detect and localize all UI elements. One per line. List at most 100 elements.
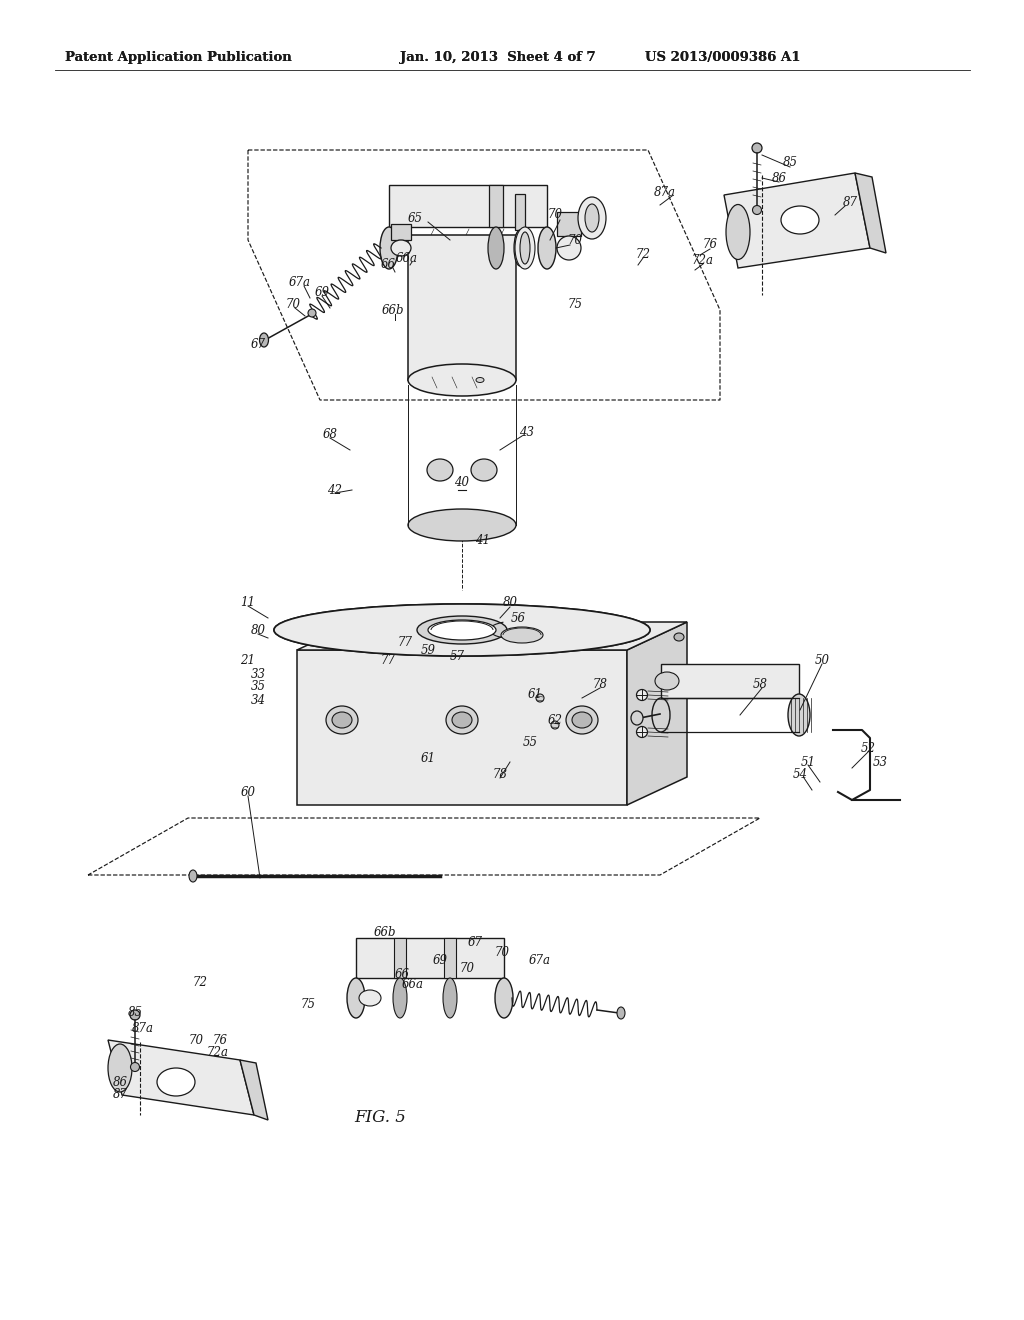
Polygon shape	[297, 622, 687, 649]
Text: 77: 77	[381, 653, 395, 667]
Ellipse shape	[380, 227, 398, 269]
Polygon shape	[240, 1060, 268, 1119]
Ellipse shape	[476, 378, 484, 383]
Text: 51: 51	[801, 755, 815, 768]
Ellipse shape	[274, 605, 650, 656]
Text: 85: 85	[782, 157, 798, 169]
Ellipse shape	[428, 620, 496, 640]
Ellipse shape	[655, 672, 679, 690]
Ellipse shape	[408, 364, 516, 396]
Ellipse shape	[520, 232, 530, 264]
Ellipse shape	[652, 698, 670, 733]
Ellipse shape	[557, 236, 581, 260]
Text: US 2013/0009386 A1: US 2013/0009386 A1	[645, 50, 801, 63]
Ellipse shape	[585, 205, 599, 232]
Ellipse shape	[130, 1010, 140, 1020]
Polygon shape	[855, 173, 886, 253]
Text: Patent Application Publication: Patent Application Publication	[65, 50, 292, 63]
Text: 56: 56	[511, 611, 525, 624]
Text: 70: 70	[495, 946, 510, 960]
Text: 53: 53	[872, 755, 888, 768]
Text: 72: 72	[193, 975, 208, 989]
Text: 76: 76	[213, 1034, 227, 1047]
Text: 69: 69	[432, 953, 447, 966]
Ellipse shape	[427, 459, 453, 480]
Text: 87a: 87a	[132, 1022, 154, 1035]
Ellipse shape	[108, 1044, 132, 1092]
Ellipse shape	[417, 616, 507, 644]
Text: 66a: 66a	[396, 252, 418, 264]
Ellipse shape	[408, 510, 516, 541]
Text: Patent Application Publication: Patent Application Publication	[65, 50, 292, 63]
Text: 61: 61	[527, 689, 543, 701]
Text: 67a: 67a	[289, 276, 311, 289]
Text: 72: 72	[636, 248, 650, 261]
Ellipse shape	[326, 706, 358, 734]
Ellipse shape	[157, 1068, 195, 1096]
Text: 58: 58	[753, 678, 768, 692]
Bar	[489, 185, 503, 227]
Ellipse shape	[259, 333, 268, 347]
Text: 65: 65	[408, 211, 423, 224]
Text: 42: 42	[328, 483, 342, 496]
Text: 80: 80	[251, 623, 265, 636]
Ellipse shape	[446, 706, 478, 734]
Ellipse shape	[417, 616, 507, 644]
Text: 21: 21	[241, 653, 256, 667]
Text: 57: 57	[450, 651, 465, 664]
Text: 75: 75	[300, 998, 315, 1011]
Text: 86: 86	[771, 172, 786, 185]
Text: 87: 87	[843, 195, 857, 209]
Text: 55: 55	[522, 737, 538, 750]
Text: 75: 75	[567, 298, 583, 312]
Text: Jan. 10, 2013  Sheet 4 of 7: Jan. 10, 2013 Sheet 4 of 7	[400, 50, 596, 63]
Ellipse shape	[752, 143, 762, 153]
Text: 66b: 66b	[382, 304, 404, 317]
Text: US 2013/0009386 A1: US 2013/0009386 A1	[645, 50, 801, 63]
Text: 86: 86	[113, 1076, 128, 1089]
Text: 87a: 87a	[654, 186, 676, 198]
Ellipse shape	[495, 978, 513, 1018]
Text: 76: 76	[702, 239, 718, 252]
Bar	[444, 939, 456, 978]
Text: 68: 68	[323, 429, 338, 441]
Text: 70: 70	[286, 298, 300, 312]
Ellipse shape	[617, 1007, 625, 1019]
Bar	[515, 194, 525, 230]
Polygon shape	[627, 622, 687, 805]
Text: 70: 70	[548, 209, 562, 222]
Text: 72a: 72a	[692, 253, 714, 267]
Text: 66a: 66a	[402, 978, 424, 990]
Text: 52: 52	[860, 742, 876, 755]
Ellipse shape	[332, 711, 352, 729]
Ellipse shape	[359, 990, 381, 1006]
Text: 80: 80	[503, 597, 517, 610]
Bar	[356, 939, 504, 978]
Ellipse shape	[471, 459, 497, 480]
Ellipse shape	[566, 706, 598, 734]
Ellipse shape	[391, 240, 411, 256]
Ellipse shape	[501, 627, 543, 643]
Text: 69: 69	[314, 285, 330, 298]
Text: 40: 40	[455, 477, 469, 490]
Ellipse shape	[274, 605, 650, 656]
Bar	[394, 939, 406, 978]
Ellipse shape	[753, 206, 762, 214]
Text: 77: 77	[397, 635, 413, 648]
Text: 66b: 66b	[374, 927, 396, 940]
Text: Jan. 10, 2013  Sheet 4 of 7: Jan. 10, 2013 Sheet 4 of 7	[400, 50, 596, 63]
Ellipse shape	[788, 694, 810, 737]
Text: 72a: 72a	[207, 1045, 229, 1059]
Ellipse shape	[428, 620, 496, 640]
Ellipse shape	[347, 978, 365, 1018]
Ellipse shape	[536, 694, 544, 702]
Text: 41: 41	[475, 533, 490, 546]
Ellipse shape	[189, 870, 197, 882]
Text: 11: 11	[241, 595, 256, 609]
Bar	[391, 224, 411, 240]
Text: 67: 67	[251, 338, 265, 351]
Ellipse shape	[637, 689, 647, 701]
Ellipse shape	[578, 197, 606, 239]
Polygon shape	[297, 649, 627, 805]
Text: 43: 43	[519, 425, 535, 438]
